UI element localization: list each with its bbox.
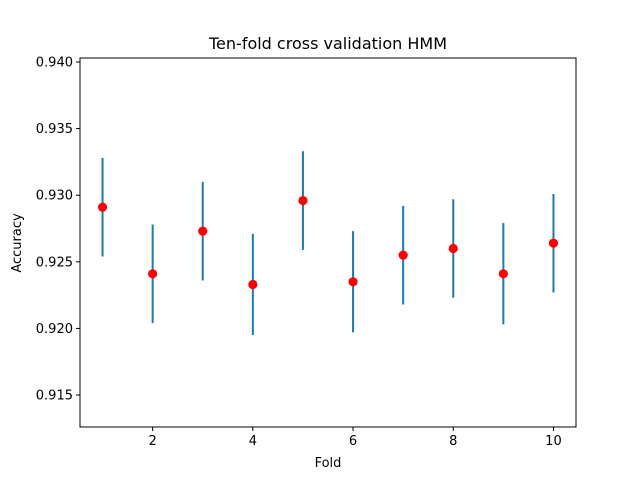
chart-title: Ten-fold cross validation HMM — [208, 34, 447, 53]
y-tick-label: 0.920 — [36, 322, 73, 337]
data-point — [148, 269, 158, 279]
y-tick-label: 0.915 — [36, 389, 73, 404]
y-axis-ticks: 0.915 0.920 0.925 0.930 0.935 0.940 — [36, 55, 80, 404]
y-axis-label: Accuracy — [10, 213, 25, 273]
y-tick-label: 0.940 — [36, 55, 73, 70]
x-tick-label: 4 — [249, 434, 257, 449]
data-point — [198, 226, 208, 236]
x-tick-label: 10 — [545, 434, 562, 449]
data-point — [97, 202, 108, 212]
data-point — [548, 238, 559, 248]
plot-frame — [79, 57, 577, 428]
y-tick-label: 0.935 — [36, 122, 73, 137]
data-point — [248, 279, 258, 290]
data-point — [348, 277, 358, 287]
x-tick-label: 8 — [449, 434, 457, 449]
data-point — [298, 195, 308, 206]
data-point — [398, 250, 408, 260]
y-tick-label: 0.925 — [36, 255, 73, 270]
data-point — [498, 269, 508, 279]
x-tick-label: 6 — [349, 434, 357, 449]
x-axis-label: Fold — [315, 456, 342, 471]
data-points — [97, 195, 559, 290]
y-tick-label: 0.930 — [36, 189, 73, 204]
data-point — [448, 243, 458, 254]
x-axis-ticks: 2 4 6 8 10 — [149, 427, 562, 449]
x-tick-label: 2 — [149, 434, 157, 449]
